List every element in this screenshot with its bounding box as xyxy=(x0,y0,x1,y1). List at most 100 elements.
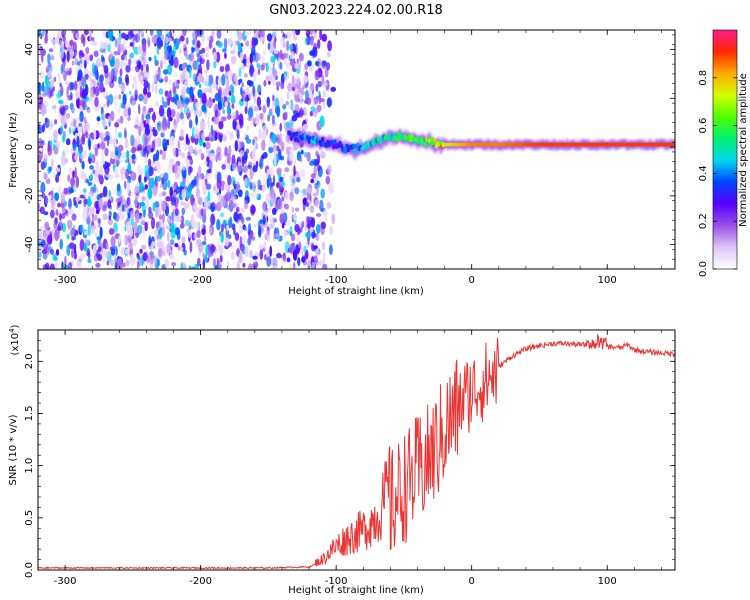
noise-cell xyxy=(81,76,87,83)
noise-cell xyxy=(187,155,193,160)
noise-cell xyxy=(71,249,75,259)
noise-cell xyxy=(255,142,258,150)
noise-cell xyxy=(179,181,186,188)
noise-cell xyxy=(312,192,318,197)
noise-cell xyxy=(269,188,275,200)
noise-cell xyxy=(121,247,125,256)
noise-cell xyxy=(81,100,86,108)
noise-cell xyxy=(143,71,149,81)
noise-cell xyxy=(124,159,129,164)
colorbar-label: Normalized spectral amplitude xyxy=(738,73,749,227)
noise-cell xyxy=(118,94,122,100)
noise-cell xyxy=(183,249,187,256)
noise-cell xyxy=(290,233,296,242)
noise-cell xyxy=(327,51,331,58)
noise-cell xyxy=(251,180,256,188)
noise-cell xyxy=(281,180,286,187)
noise-cell xyxy=(177,245,181,251)
noise-cell xyxy=(135,212,140,224)
noise-cell xyxy=(100,54,104,63)
noise-cell xyxy=(185,202,190,209)
noise-cell xyxy=(177,38,181,44)
noise-cell xyxy=(171,30,176,37)
noise-cell xyxy=(279,62,283,70)
noise-cell xyxy=(192,39,196,46)
noise-cell xyxy=(253,105,259,112)
noise-cell xyxy=(95,58,101,68)
noise-cell xyxy=(260,64,265,71)
noise-cell xyxy=(202,258,206,269)
noise-cell xyxy=(116,183,121,192)
noise-cell xyxy=(226,129,230,136)
noise-cell xyxy=(96,116,101,122)
noise-cell xyxy=(315,61,320,67)
noise-cell xyxy=(74,252,77,260)
noise-cell xyxy=(258,225,262,236)
noise-cell xyxy=(53,128,59,141)
signal-cell xyxy=(306,134,310,141)
noise-cell xyxy=(272,207,277,215)
noise-cell xyxy=(177,150,183,157)
noise-cell xyxy=(271,101,275,113)
noise-cell xyxy=(271,265,277,269)
noise-cell xyxy=(93,50,99,57)
noise-cell xyxy=(201,228,206,236)
noise-cell xyxy=(77,69,83,81)
noise-cell xyxy=(317,39,321,49)
noise-cell xyxy=(83,230,87,236)
noise-cell xyxy=(242,262,246,268)
noise-cell xyxy=(90,225,95,235)
noise-cell xyxy=(164,258,169,268)
noise-cell xyxy=(274,36,277,43)
noise-cell xyxy=(124,234,129,246)
noise-cell xyxy=(159,149,163,155)
noise-cell xyxy=(39,206,45,214)
noise-cell xyxy=(166,107,172,119)
noise-cell xyxy=(94,232,98,237)
noise-cell xyxy=(113,51,119,56)
noise-cell xyxy=(123,39,126,48)
noise-cell xyxy=(237,261,240,269)
noise-cell xyxy=(61,261,64,269)
noise-cell xyxy=(142,252,148,262)
noise-cell xyxy=(52,143,56,151)
noise-cell xyxy=(199,120,205,131)
noise-cell xyxy=(124,180,127,190)
colorbar-tick-label: 0.6 xyxy=(698,118,709,134)
noise-cell xyxy=(109,157,116,165)
noise-cell xyxy=(131,99,135,107)
noise-cell xyxy=(97,218,101,224)
noise-cell xyxy=(226,152,231,164)
noise-cell xyxy=(222,108,226,115)
noise-cell xyxy=(154,231,157,243)
signal-cell xyxy=(292,131,296,137)
noise-cell xyxy=(137,254,141,261)
noise-cell xyxy=(161,191,167,197)
noise-cell xyxy=(292,249,298,261)
noise-cell xyxy=(212,186,217,191)
snr-scale-label: (x104) xyxy=(8,324,21,355)
noise-cell xyxy=(122,262,126,268)
noise-cell xyxy=(293,262,296,269)
noise-cell xyxy=(196,76,201,83)
noise-cell xyxy=(46,234,53,245)
noise-cell xyxy=(91,62,96,74)
noise-cell xyxy=(304,75,309,84)
noise-cell xyxy=(299,96,303,104)
noise-cell xyxy=(103,201,108,209)
noise-cell xyxy=(224,236,230,247)
noise-cell xyxy=(143,209,146,218)
noise-cell xyxy=(249,168,254,180)
noise-cell xyxy=(201,132,205,141)
noise-cell xyxy=(105,242,109,250)
noise-cell xyxy=(88,95,93,104)
noise-cell xyxy=(110,110,115,122)
noise-cell xyxy=(250,205,256,214)
noise-cell xyxy=(315,224,321,234)
noise-cell xyxy=(84,68,88,75)
noise-cell xyxy=(43,141,46,148)
noise-cell xyxy=(316,104,322,112)
figure-title: GN03.2023.224.02.00.R18 xyxy=(269,3,443,18)
noise-cell xyxy=(41,81,45,93)
noise-cell xyxy=(117,132,123,139)
